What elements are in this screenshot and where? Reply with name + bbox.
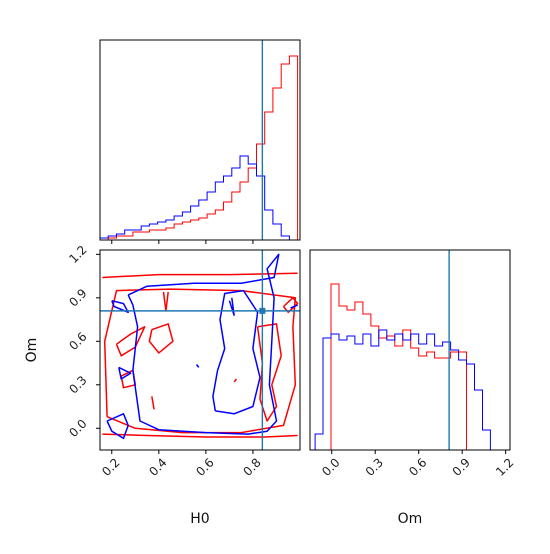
om-histogram-frame: [309, 249, 511, 451]
om-xtick-label: 0.9: [450, 455, 473, 478]
contour-red-1: [102, 272, 298, 279]
contour-red-4: [115, 326, 146, 357]
contour-blue-1: [127, 253, 280, 435]
contour-blue-0: [106, 413, 129, 440]
joint-ytick-label: 1.2: [66, 243, 89, 266]
joint-ytick-label: 0.0: [66, 417, 89, 440]
h0-histogram-blue: [100, 155, 298, 240]
contour-red-5: [148, 323, 174, 354]
contour-red-10: [282, 297, 299, 314]
contour-blue-6: [195, 364, 200, 368]
om-xtick-label: 1.2: [493, 455, 516, 478]
joint-frame: [99, 249, 301, 451]
joint-ytick-label: 0.3: [66, 373, 89, 396]
joint-ytick-label: 0.9: [66, 286, 89, 309]
contour-red-0: [102, 433, 298, 438]
om-xtick-label: 0.0: [319, 455, 342, 478]
joint-ytick-label: 0.6: [66, 330, 89, 353]
joint-xlabel: H0: [190, 511, 209, 527]
contour-blue-3: [111, 299, 129, 314]
om-xlabel: Om: [398, 511, 423, 527]
joint-xtick-label: 0.6: [193, 455, 216, 478]
contour-red-9: [233, 378, 238, 383]
joint-xtick-label: 0.4: [146, 455, 169, 478]
contour-red-2: [103, 288, 297, 434]
joint-ylabel: Om: [24, 338, 40, 363]
contour-red-7: [151, 396, 155, 410]
contour-blue-5: [228, 297, 235, 316]
om-xtick-label: 0.6: [406, 455, 429, 478]
contour-red-8: [256, 323, 282, 422]
joint-xtick-label: 0.2: [99, 455, 122, 478]
om-histogram-red: [315, 283, 491, 450]
h0-histogram-red: [100, 55, 299, 240]
contour-blue-2: [212, 289, 261, 415]
om-histogram-blue: [314, 329, 491, 450]
contour-blue-4: [118, 366, 132, 380]
joint-truth-marker: [259, 307, 266, 314]
h0-histogram-frame: [99, 39, 301, 241]
contour-red-3: [162, 291, 169, 312]
om-xtick-label: 0.3: [363, 455, 386, 478]
contour-blue-7: [290, 304, 298, 309]
joint-xtick-label: 0.8: [240, 455, 263, 478]
